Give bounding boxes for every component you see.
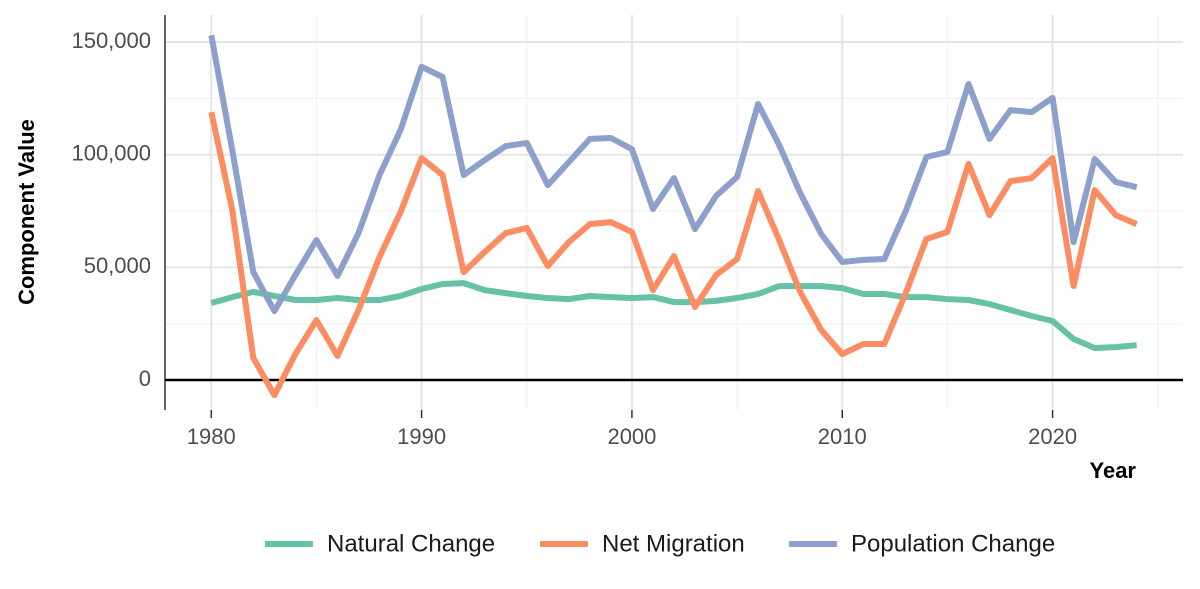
x-tick-label: 2010 xyxy=(818,424,867,449)
x-axis-title: Year xyxy=(1090,458,1137,483)
x-tick-label: 2020 xyxy=(1028,424,1077,449)
y-tick-label: 100,000 xyxy=(71,141,151,166)
series-line xyxy=(208,111,1138,399)
legend-label: Population Change xyxy=(851,530,1055,557)
y-tick-label: 50,000 xyxy=(84,253,151,278)
y-axis-title: Component Value xyxy=(14,119,39,305)
x-tick-label: 1990 xyxy=(397,424,446,449)
x-tick-label: 2000 xyxy=(607,424,656,449)
y-tick-label: 0 xyxy=(139,366,151,391)
series-line xyxy=(208,34,1138,315)
y-tick-label: 150,000 xyxy=(71,28,151,53)
x-tick-label: 1980 xyxy=(187,424,236,449)
legend-label: Net Migration xyxy=(602,530,745,557)
legend-label: Natural Change xyxy=(327,530,495,557)
series-line xyxy=(210,280,1137,351)
